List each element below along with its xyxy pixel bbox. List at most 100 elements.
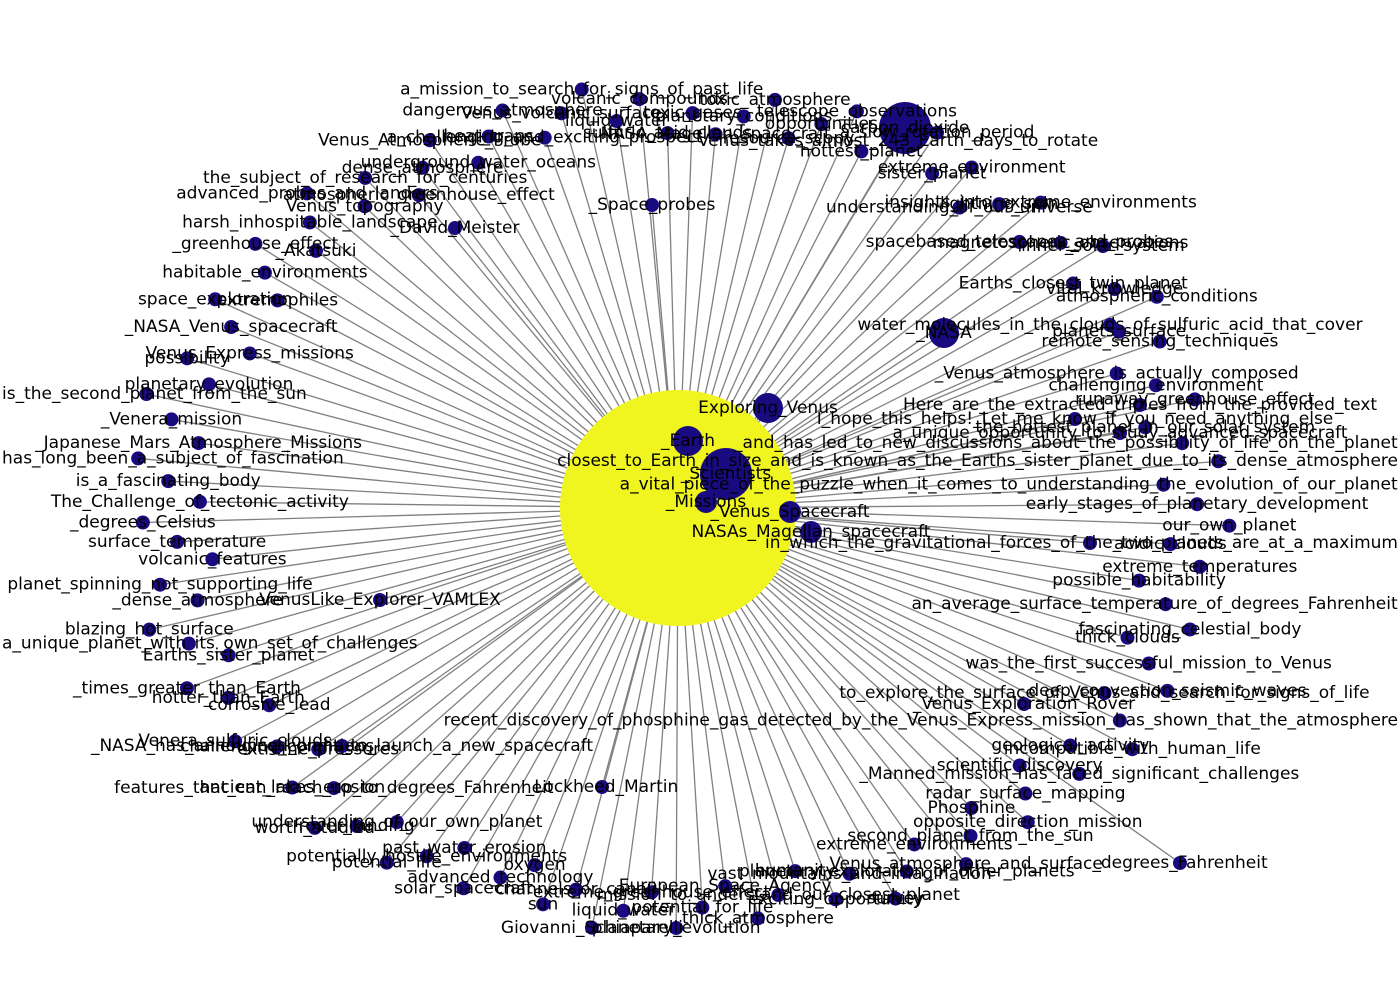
label-acidic-clouds: acidic_clouds (1114, 534, 1227, 554)
label-the-hottest-planet-in-our-solar-system: the_hottest_planet_in_our_solar_system (975, 417, 1315, 437)
label-possibility: possibility (144, 348, 229, 368)
node-deep-convection-seismic-waves (1160, 683, 1175, 698)
node-planetary-conditions (736, 109, 751, 124)
node-atmospheric-greenhouse-effect (411, 188, 426, 203)
node-a-challenging-and-exciting-prospect (537, 130, 552, 145)
node-extreme-temperatures (1192, 559, 1207, 574)
label-times-greater-than-earth: _times_greater_than_Earth (72, 678, 301, 698)
label-atmospheric-conditions: atmospheric_conditions (1056, 287, 1258, 307)
node-planetary-exploration-of-other-planets (899, 864, 914, 879)
label-thick-atmosphere: thick_atmosphere (682, 908, 834, 928)
node-a-unique-opportunity-to-study-advanced-spacecraft (1113, 426, 1127, 440)
label-venera-mission: _Venera_mission (100, 409, 242, 429)
node-exciting-opportunity (828, 892, 843, 907)
node-channels-or-canali (569, 882, 584, 897)
label-venus-topography: Venus_topography (286, 196, 444, 216)
node-a-vital-piece-of-the-puzzle-when-it-comes-to-understanding-t (1156, 477, 1171, 492)
node-advanced-technology (493, 870, 508, 885)
label-magnetospheric-observations: magnetospheric_observations (933, 233, 1189, 253)
label-david-meister: _David_Meister (390, 218, 520, 238)
node-was-the-first-successful-mission-to-venus (1141, 656, 1156, 671)
node-venus-exploration-rover (1017, 697, 1031, 711)
label-planets-surface: planets_surface (1052, 322, 1186, 342)
node-missions (695, 491, 717, 513)
node-nasa (929, 318, 959, 348)
node-second-planet-from-the-sun (963, 828, 978, 843)
node-corrosive-lead (262, 698, 277, 713)
node-incompatible-with-human-life (1125, 742, 1140, 757)
node-an-average-surface-temperature-of-degrees-fahrenheit (1158, 597, 1173, 612)
label-hotter-than-earth: hotter_than_Earth (152, 688, 305, 708)
label-giovanni-schiaparelli: Giovanni_Schiaparelli (501, 918, 683, 938)
node-liquid-water (609, 114, 624, 129)
label-manned-mission-has-faced-significant-challenges: _Manned_mission_has_faced_significant_ch… (858, 764, 1299, 784)
label-thick-clouds: thick_clouds (1075, 628, 1180, 648)
label-extreme-environments: extreme_environments (816, 834, 1013, 854)
node-venera-mission (164, 412, 179, 427)
node-features-that-can-reach-up-to-degrees-fahrenheit (326, 781, 341, 796)
node-and-has-led-to-new-discussions-about-the-possibility-of-life (1175, 436, 1190, 451)
label-inner-solar-system: inner_solar_system (1021, 236, 1185, 256)
node-venus-express-missions (242, 346, 257, 361)
node-radar-surface-mapping (1018, 786, 1033, 801)
node-opportunities (814, 117, 829, 132)
label-advanced-probes-and-landers: advanced_probes_and_landers (176, 183, 438, 203)
label-channels-or-canali: channels_or_canali (496, 880, 657, 900)
label-phosphine: Phosphine (928, 798, 1016, 818)
node-early-stages-of-planetary-development (1190, 497, 1205, 512)
label-venuslike-explorer-vamlex: VenusLike_Explorer_VAMLEX (259, 590, 501, 610)
label-exploring-venus: Exploring_Venus (698, 398, 838, 418)
label-venus-atmosphere-and-surface: Venus_atmosphere_and_surface (829, 854, 1103, 874)
label-extreme-temperatures: extreme_temperatures (1102, 557, 1297, 577)
node-sulfuric-acid-clouds (660, 126, 675, 141)
node-hotter-than-earth (221, 690, 236, 705)
node-venus-topography (357, 199, 372, 214)
node-dangerous-atmosphere (495, 103, 510, 118)
node-earths-closest-twin-planet (1066, 276, 1081, 291)
label-opportunities: opportunities (765, 114, 878, 134)
node-past-water-erosion (457, 840, 472, 855)
label-potential-life: potential_life (332, 853, 442, 873)
label-survey: survey (867, 889, 924, 909)
node-potential-for-life (695, 900, 710, 915)
node-lightning-spin (992, 197, 1007, 212)
label-here-are-the-extracted-triples-from-the-provided-text: Here_are_the_extracted_triples_from_the_… (903, 395, 1377, 415)
label-venus-takes-almost-243-earth-days-to-rotate: Venus_takes_almost_243_Earth_days_to_rot… (698, 131, 1098, 151)
label-runaway-greenhouse-effect: runaway_greenhouse_effect (1075, 389, 1315, 409)
label-european-space-agency: European_Space_Agency (619, 876, 832, 896)
label-past-water-erosion: past_water_erosion (382, 838, 546, 858)
node-worth-studied (307, 820, 322, 835)
label-space-probes: _Space_probes (588, 195, 716, 215)
node-a-mission-to-search-for-signs-of-past-life (574, 82, 589, 97)
label-and-has-led-to-new-discussions-about-the-possibility-of-life: _and_has_led_to_new_discussions_about_th… (733, 433, 1398, 453)
label-volcanic-features: volcanic_features (138, 549, 287, 569)
node-potential-life (379, 855, 394, 870)
node-to-explore-the-surface-of-venus-and-search-for-signs-of-life (1097, 686, 1112, 701)
label-volcanic-compounds: volcanic_compounds (551, 89, 728, 109)
node-exploring-venus (753, 393, 783, 423)
label-japanese-mars-atmosphere-missions: _Japanese_Mars_Atmosphere_Missions (34, 433, 362, 453)
label-potential-for-life: potential_for_life (631, 898, 773, 918)
node-rover-landing (349, 819, 364, 834)
label-deep-convection-seismic-waves: deep_convection_seismic_waves (1028, 681, 1306, 701)
node-vast-mountains-and-imagination (842, 866, 857, 881)
label-habitable-environments: habitable_environments (162, 263, 368, 283)
label-underground-water-oceans: underground_water_oceans (361, 153, 596, 173)
node-greenhouse-effect (248, 236, 263, 251)
node-a-slow-rotation-period (930, 125, 945, 140)
label-carbon-dioxide: carbon_dioxide (841, 118, 970, 138)
label-earths-closest-twin-planet: Earths_closest_twin_planet (959, 274, 1188, 294)
node-recent-discovery-of-phosphine-gas-detected-by-the-venus-expr (1112, 713, 1127, 728)
node-has-long-been-a-subject-of-fascination (131, 451, 146, 466)
label-blazing-hot-surface: blazing_hot_surface (65, 620, 234, 640)
node-oxygen (527, 858, 542, 873)
node-thick-atmosphere (750, 911, 765, 926)
node-carbon-dioxide (879, 102, 931, 154)
label-vast-mountains-and-imagination: vast_mountains_and_imagination (707, 864, 991, 884)
node-possibility (180, 351, 195, 366)
label-sulfuric-acid-clouds: sulfuric_acid_clouds (583, 123, 752, 143)
label-extreme-pressures: extreme_pressures (237, 739, 399, 759)
label-toxic-atmosphere: toxic_atmosphere (699, 90, 850, 110)
label-challenging-conditions: challenging_conditions (180, 736, 374, 756)
node-in-which-the-gravitational-forces-of-the-two-planets-are-at- (1083, 536, 1097, 550)
